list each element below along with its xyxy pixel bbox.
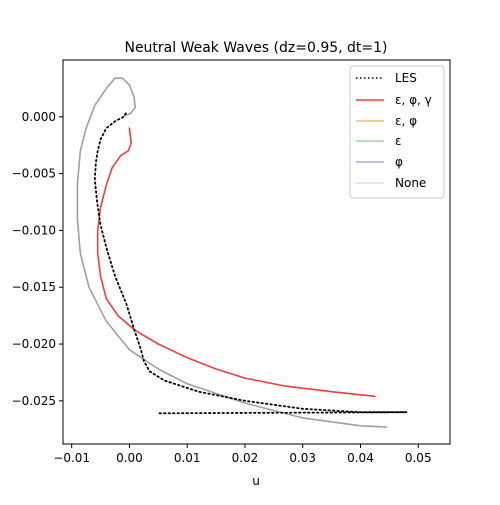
y-tick-label: −0.010 [12, 223, 56, 237]
x-tick-label: 0.04 [347, 451, 374, 465]
y-tick-label: 0.000 [22, 110, 56, 124]
ticks-layer: −0.01 0.00 0.01 0.02 0.03 0.04 0.05 0.000 −0.005… [12, 110, 432, 465]
legend-label-eps-phi-gamma: ε, φ, γ [395, 93, 432, 107]
legend-box [349, 65, 445, 199]
x-tick-label: 0.01 [174, 451, 201, 465]
y-tick-label: −0.005 [12, 167, 56, 181]
y-tick-label: −0.025 [12, 394, 56, 408]
x-tick-label: 0.00 [116, 451, 143, 465]
series-line-les [93, 111, 408, 415]
x-tick-label: 0.02 [232, 451, 259, 465]
legend-label-none: None [395, 176, 426, 190]
x-axis-label: u [252, 474, 260, 488]
legend-label-les: LES [395, 71, 417, 85]
x-tick-label: 0.03 [289, 451, 316, 465]
series-line-none [76, 77, 388, 428]
series-line-eps-phi-gamma [96, 127, 376, 398]
lines-layer [76, 77, 408, 428]
chart-title: Neutral Weak Waves (dz=0.95, dt=1) [124, 40, 387, 56]
legend: LES ε, φ, γ ε, φ ε φ None [349, 65, 445, 199]
y-tick-label: −0.015 [12, 280, 56, 294]
y-tick-label: −0.020 [12, 337, 56, 351]
x-tick-label: −0.01 [53, 451, 90, 465]
legend-label-eps-phi: ε, φ [395, 114, 417, 128]
plot-frame [62, 59, 451, 445]
legend-label-phi: φ [395, 155, 403, 169]
legend-label-eps: ε [395, 134, 402, 148]
x-tick-label: 0.05 [405, 451, 432, 465]
